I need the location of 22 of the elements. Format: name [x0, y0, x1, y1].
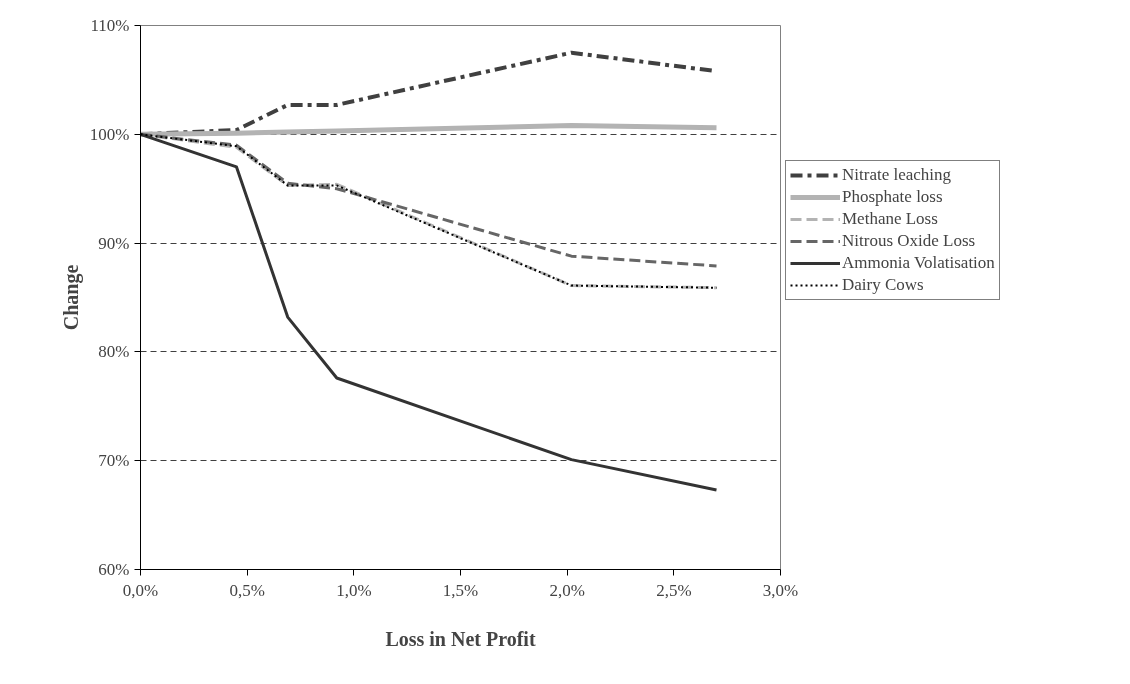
legend-label: Dairy Cows	[842, 275, 924, 295]
y-tick-label: 60%	[98, 560, 130, 579]
x-tick-label: 2,5%	[656, 580, 692, 600]
legend-label: Nitrate leaching	[842, 165, 952, 185]
y-tick-label: 70%	[98, 451, 130, 471]
y-tick-label: 80%	[98, 342, 130, 362]
x-tick-label: 0,0%	[122, 580, 159, 600]
x-tick-label: 1,5%	[442, 580, 479, 600]
y-tick-label: 110%	[90, 16, 130, 35]
x-axis-title: Loss in Net Profit	[385, 627, 536, 650]
x-tick-label: 1,0%	[336, 580, 372, 600]
y-tick-label: 100%	[89, 124, 130, 144]
y-axis-title: Change	[59, 264, 83, 331]
x-tick-label: 2,0%	[549, 580, 585, 600]
line-series	[140, 132, 718, 492]
x-tick-label: 0,5%	[229, 580, 265, 600]
legend-label: Nitrous Oxide Loss	[842, 231, 976, 251]
x-tick-label: 3,0%	[762, 580, 799, 600]
legend-label: Methane Loss	[842, 209, 938, 229]
legend-label: Ammonia Volatisation	[842, 253, 995, 273]
legend-label: Phosphate loss	[842, 187, 943, 207]
y-tick-label: 90%	[98, 233, 130, 253]
